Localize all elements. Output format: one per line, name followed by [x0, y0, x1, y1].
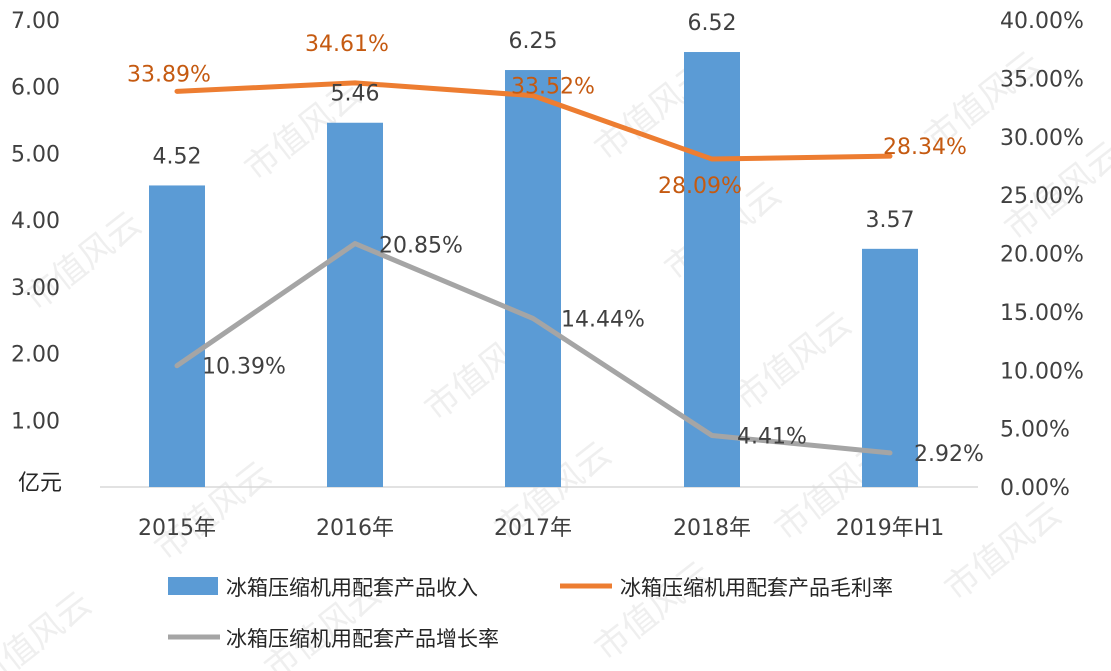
- bar: [684, 52, 740, 487]
- right-axis: 0.00% 5.00% 10.00% 15.00% 20.00% 25.00% 30.00%…: [1000, 9, 1084, 501]
- right-tick-label: 25.00%: [1000, 184, 1084, 209]
- left-tick-label: 4.00: [11, 209, 60, 234]
- category-label: 2019年H1: [836, 516, 945, 541]
- watermark-text: 市值风云: [587, 554, 719, 669]
- category-label: 2018年: [673, 516, 751, 541]
- left-axis: 1.00 2.00 3.00 4.00 5.00 6.00 7.00 亿元: [11, 9, 62, 496]
- right-tick-label: 20.00%: [1000, 243, 1084, 268]
- bar-value-label: 4.52: [153, 144, 202, 169]
- growth-rate-label: 4.41%: [737, 425, 807, 450]
- watermark-text: 市值风云: [937, 494, 1069, 609]
- gross-margin-label: 34.61%: [305, 32, 389, 57]
- gross-margin-label: 33.52%: [511, 75, 595, 100]
- growth-rate-label: 2.92%: [914, 442, 984, 467]
- growth-rate-line: [174, 241, 893, 456]
- bar-value-label: 5.46: [331, 82, 380, 107]
- bar-value-label: 3.57: [866, 208, 915, 233]
- legend-swatch-revenue: [168, 577, 218, 595]
- right-tick-label: 40.00%: [1000, 9, 1084, 34]
- left-tick-label: 5.00: [11, 142, 60, 167]
- left-tick-label: 2.00: [11, 343, 60, 368]
- legend-label-growth-rate: 冰箱压缩机用配套产品增长率: [226, 627, 499, 651]
- category-label: 2016年: [316, 516, 394, 541]
- growth-rate-label: 10.39%: [202, 355, 286, 380]
- left-axis-unit: 亿元: [18, 471, 62, 496]
- legend-label-gross-margin: 冰箱压缩机用配套产品毛利率: [620, 576, 893, 600]
- right-tick-label: 15.00%: [1000, 301, 1084, 326]
- left-tick-label: 1.00: [11, 409, 60, 434]
- right-tick-label: 30.00%: [1000, 126, 1084, 151]
- right-tick-label: 10.00%: [1000, 359, 1084, 384]
- left-tick-label: 6.00: [11, 76, 60, 101]
- bar-value-label: 6.25: [509, 29, 558, 54]
- gross-margin-label: 28.34%: [883, 135, 967, 160]
- bar: [505, 70, 561, 488]
- left-tick-label: 3.00: [11, 276, 60, 301]
- gross-margin-label: 33.89%: [127, 62, 211, 87]
- category-label: 2017年: [494, 516, 572, 541]
- growth-rate-label: 20.85%: [379, 234, 463, 259]
- line-series: [174, 80, 893, 456]
- gross-margin-label: 28.09%: [658, 174, 742, 199]
- bar: [327, 122, 383, 488]
- watermark-text: 市值风云: [0, 584, 99, 671]
- right-tick-label: 35.00%: [1000, 67, 1084, 92]
- category-axis-labels: 2015年 2016年 2017年 2018年 2019年H1: [138, 516, 944, 541]
- bar: [862, 248, 918, 487]
- left-tick-label: 7.00: [11, 9, 60, 34]
- watermark-text: 市值风云: [727, 304, 859, 419]
- legend-label-revenue: 冰箱压缩机用配套产品收入: [226, 576, 478, 600]
- bar: [149, 185, 205, 488]
- bar-series: [149, 52, 918, 488]
- category-label: 2015年: [138, 516, 216, 541]
- data-labels: 4.52 5.46 6.25 6.52 3.57 33.89% 34.61% 33.52% 28…: [127, 11, 984, 467]
- growth-rate-label: 14.44%: [561, 307, 645, 332]
- right-tick-label: 0.00%: [1000, 476, 1070, 501]
- right-tick-label: 5.00%: [1000, 418, 1070, 443]
- bar-value-label: 6.52: [688, 11, 737, 36]
- gross-margin-line: [174, 80, 893, 162]
